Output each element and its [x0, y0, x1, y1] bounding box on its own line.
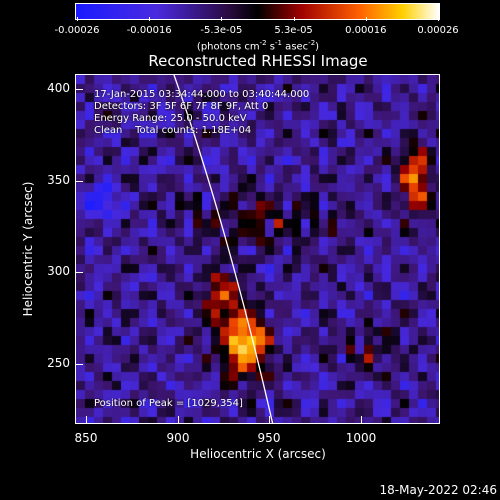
colorbar-tick [149, 17, 151, 21]
colorbar-tick-label: 0.00016 [345, 25, 387, 36]
y-tick [75, 181, 83, 182]
x-tick [178, 416, 179, 424]
x-tick [361, 416, 362, 424]
y-axis-title: Heliocentric Y (arcsec) [21, 181, 35, 317]
y-tick [75, 89, 83, 90]
timestamp-footer: 18-May-2022 02:46 [379, 483, 497, 497]
colorbar-tick-label: -0.00016 [126, 25, 172, 36]
x-axis-title: Heliocentric X (arcsec) [190, 447, 326, 461]
peak-position-label: Position of Peak = [1029,354] [94, 398, 243, 409]
y-tick [75, 364, 83, 365]
colorbar-tick [293, 17, 295, 21]
energy-range-label: Energy Range: 25.0 - 50.0 keV [94, 113, 247, 124]
x-tick [86, 416, 87, 424]
colorbar-tick-label: -5.3e-05 [200, 25, 243, 36]
y-tick-label: 300 [47, 264, 70, 278]
colorbar-tick [438, 17, 439, 21]
plot-title: Reconstructed RHESSI Image [148, 52, 368, 70]
rhessi-image [76, 75, 439, 423]
image-plot: 17-Jan-2015 03:34:44.000 to 03:40:44.000… [75, 74, 440, 424]
colorbar-tick-label: -0.00026 [54, 25, 100, 36]
colorbar-tick-label: 0.00026 [417, 25, 459, 36]
colorbar-tick-label: 5.3e-05 [274, 25, 313, 36]
x-tick [269, 416, 270, 424]
x-tick-label: 850 [74, 431, 98, 445]
x-tick-label: 950 [257, 431, 281, 445]
clean-counts-label: Clean Total counts: 1.18E+04 [94, 125, 252, 136]
colorbar-tick [365, 17, 367, 21]
limb-curve [173, 75, 274, 423]
detectors-label: Detectors: 3F 5F 6F 7F 8F 9F, Att 0 [94, 101, 269, 112]
y-tick-label: 400 [47, 81, 70, 95]
x-tick-label: 900 [166, 431, 190, 445]
y-tick-label: 350 [47, 173, 70, 187]
colorbar-tick [221, 17, 223, 21]
x-tick-label: 1000 [345, 431, 377, 445]
colorbar-units: (photons cm-2 s-1 asec-2) [196, 39, 320, 53]
colorbar-tick [77, 17, 78, 21]
time-range-label: 17-Jan-2015 03:34:44.000 to 03:40:44.000 [94, 89, 310, 100]
y-tick-label: 250 [47, 356, 70, 370]
colorbar [75, 3, 440, 20]
y-tick [75, 272, 83, 273]
